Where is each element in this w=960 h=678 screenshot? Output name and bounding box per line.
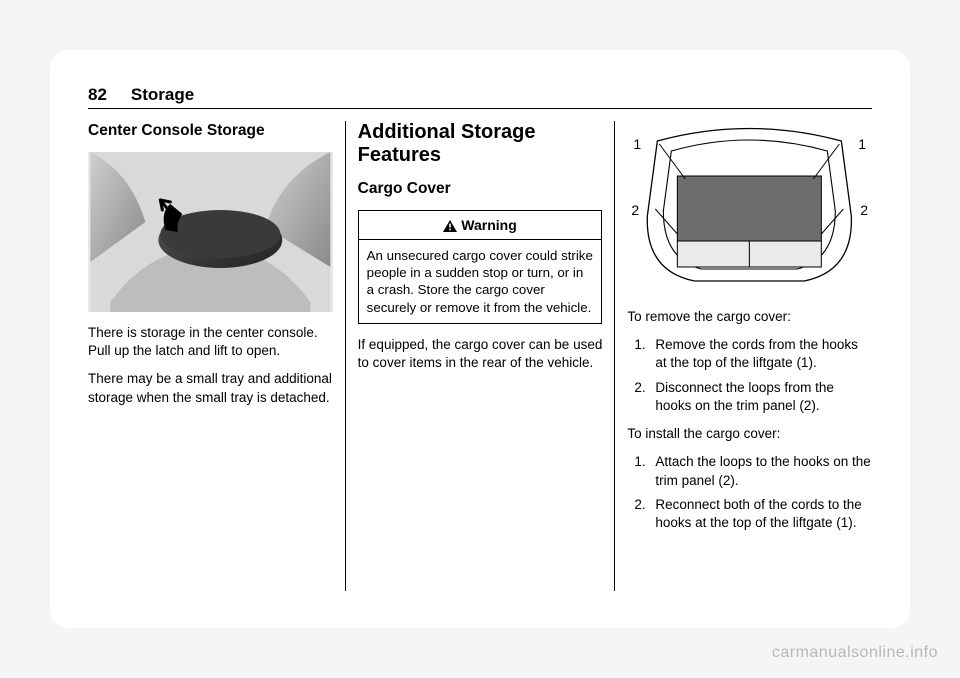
install-intro: To install the cargo cover: [627, 425, 872, 443]
section-title: Storage [131, 85, 194, 105]
page-number: 82 [88, 85, 107, 105]
watermark-text: carmanualsonline.info [772, 644, 938, 662]
remove-step-1: Remove the cords from the hooks at the t… [649, 336, 872, 372]
cargo-cover-heading: Cargo Cover [358, 179, 603, 200]
callout-2-right: 2 [860, 201, 868, 220]
warning-title: Warning [359, 211, 602, 240]
trunk-illustration [627, 121, 872, 296]
remove-step-2: Disconnect the loops from the hooks on t… [649, 379, 872, 415]
install-step-2: Reconnect both of the cords to the hooks… [649, 496, 872, 532]
remove-intro: To remove the cargo cover: [627, 308, 872, 326]
warning-triangle-icon [443, 220, 457, 232]
warning-body: An unsecured cargo cover could strike pe… [359, 240, 602, 323]
content-columns: Center Console Storage [88, 121, 872, 591]
manual-page: 82 Storage Center Console Storage [50, 50, 910, 628]
install-steps-list: Attach the loops to the hooks on the tri… [627, 453, 872, 532]
column-3: 1 1 2 2 To remove the cargo cover: Remov… [615, 121, 872, 591]
console-paragraph-1: There is storage in the center console. … [88, 324, 333, 360]
warning-title-text: Warning [461, 217, 516, 233]
console-paragraph-2: There may be a small tray and additional… [88, 370, 333, 406]
additional-storage-heading: Additional Storage Features [358, 121, 603, 167]
center-console-heading: Center Console Storage [88, 121, 333, 142]
callout-1-left: 1 [633, 135, 641, 154]
remove-steps-list: Remove the cords from the hooks at the t… [627, 336, 872, 415]
callout-2-left: 2 [631, 201, 639, 220]
console-illustration [88, 152, 333, 312]
install-step-1: Attach the loops to the hooks on the tri… [649, 453, 872, 489]
column-1: Center Console Storage [88, 121, 346, 591]
warning-box: Warning An unsecured cargo cover could s… [358, 210, 603, 324]
cargo-cover-paragraph: If equipped, the cargo cover can be used… [358, 336, 603, 372]
figure-center-console [88, 152, 333, 312]
callout-1-right: 1 [858, 135, 866, 154]
page-header: 82 Storage [88, 85, 872, 109]
figure-cargo-cover: 1 1 2 2 [627, 121, 872, 296]
column-2: Additional Storage Features Cargo Cover … [346, 121, 616, 591]
